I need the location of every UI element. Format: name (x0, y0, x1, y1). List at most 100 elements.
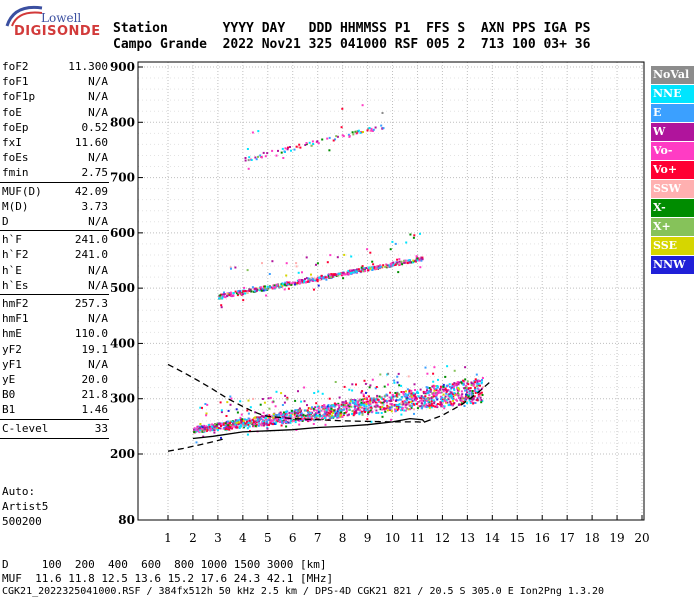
param-value: N/A (88, 278, 108, 292)
echo-point (205, 425, 208, 428)
echo-point (301, 271, 303, 274)
echo-point (197, 426, 200, 429)
echo-point (460, 399, 463, 402)
echo-point (248, 290, 251, 292)
echo-point (426, 405, 429, 407)
echo-point (397, 404, 400, 406)
echo-point (298, 414, 301, 417)
echo-point (452, 395, 455, 398)
echo-point (277, 283, 280, 286)
echo-point (311, 411, 313, 414)
echo-point (285, 274, 288, 277)
echo-point (303, 417, 306, 420)
echo-point (392, 395, 395, 398)
echo-point (479, 393, 482, 395)
echo-point (477, 388, 480, 391)
echo-point (290, 412, 293, 415)
echo-point (204, 426, 207, 429)
param-row: fxI 11.60 (2, 136, 108, 150)
echo-point (412, 402, 415, 405)
echo-point (452, 393, 455, 396)
echo-point (448, 385, 451, 388)
echo-point (320, 274, 323, 277)
echo-point (246, 427, 249, 430)
echo-point (285, 414, 288, 417)
echo-point (360, 391, 363, 394)
echo-point (379, 373, 382, 376)
echo-point (425, 406, 428, 409)
echo-point (375, 412, 378, 414)
echo-point (392, 261, 395, 264)
echo-point (331, 275, 334, 278)
echo-point (388, 399, 391, 402)
echo-point (364, 382, 367, 385)
echo-point (328, 412, 331, 415)
echo-point (316, 140, 319, 143)
echo-point (405, 395, 408, 398)
echo-point (283, 418, 286, 421)
echo-point (420, 407, 423, 410)
echo-point (390, 262, 393, 265)
echo-point (226, 292, 229, 295)
echo-point (365, 391, 367, 394)
echo-point (408, 389, 411, 392)
echo-point (297, 146, 300, 149)
echo-point (300, 400, 303, 403)
echo-point (300, 412, 303, 415)
echo-point (444, 387, 447, 390)
echo-point (458, 381, 461, 384)
y-tick-label: 700 (110, 171, 135, 185)
echo-point (408, 390, 411, 393)
x-tick-label: 14 (485, 531, 501, 545)
echo-point (466, 402, 469, 405)
echo-point (272, 413, 275, 416)
echo-point (370, 406, 373, 409)
echo-point (316, 405, 319, 408)
echo-point (405, 398, 408, 400)
param-value: N/A (88, 312, 108, 326)
echo-point (246, 290, 249, 293)
echo-point (448, 394, 451, 397)
echo-point (407, 375, 410, 378)
echo-point (420, 402, 423, 405)
echo-point (435, 394, 438, 397)
echo-point (409, 261, 412, 264)
echo-point (243, 425, 246, 428)
echo-point (361, 411, 364, 413)
echo-point (371, 401, 374, 404)
echo-point (409, 408, 412, 410)
echo-point (220, 411, 223, 414)
echo-point (343, 253, 346, 256)
echo-point (278, 414, 281, 417)
echo-point (322, 414, 325, 417)
echo-point (386, 406, 389, 409)
echo-point (433, 402, 436, 405)
echo-point (461, 402, 463, 405)
echo-point (455, 382, 458, 385)
echo-point (365, 403, 368, 406)
echo-point (317, 407, 320, 409)
echo-point (430, 398, 433, 401)
param-key: h`F2 (2, 248, 29, 262)
echo-point (246, 433, 249, 436)
echo-point (280, 151, 283, 154)
echo-point (449, 403, 452, 406)
echo-point (400, 391, 403, 393)
echo-point (332, 404, 335, 407)
echo-point (466, 396, 469, 399)
echo-point (272, 421, 275, 424)
echo-point (366, 418, 369, 421)
y-tick-label: 900 (110, 60, 135, 74)
echo-point (235, 420, 238, 423)
echo-point (329, 415, 332, 418)
header-line-1: Station YYYY DAY DDD HHMMSS P1 FFS S AXN… (113, 21, 591, 36)
echo-point (462, 397, 465, 400)
echo-point (226, 401, 229, 404)
y-tick-label: 200 (110, 447, 135, 461)
echo-point (263, 423, 266, 426)
echo-point (315, 402, 318, 405)
echo-point (290, 417, 292, 420)
echo-point (245, 418, 248, 421)
echo-point (300, 419, 303, 422)
echo-point (287, 146, 289, 149)
